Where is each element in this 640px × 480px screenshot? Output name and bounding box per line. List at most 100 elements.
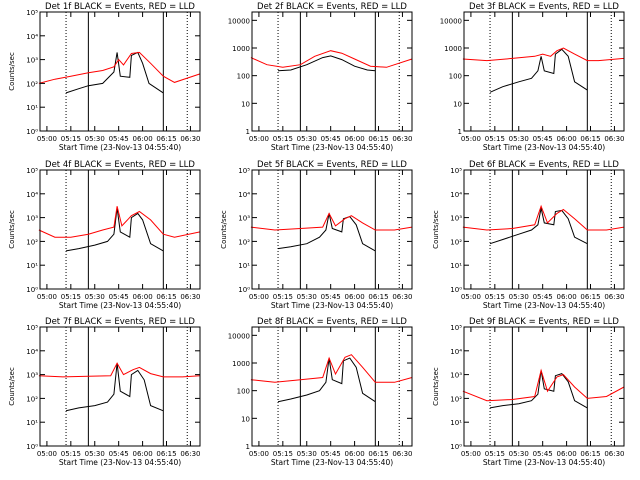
y-tick-label: 10⁰ [450,443,462,451]
chart-title: Det 2f BLACK = Events, RED = LLD [257,2,407,12]
y-tick-label: 10² [26,80,38,88]
series-lld-line [462,204,625,231]
x-tick-label: 05:45 [533,135,553,143]
chart-title: Det 7f BLACK = Events, RED = LLD [45,317,195,327]
plot-frame [39,169,201,290]
x-tick-label: 06:15 [368,135,388,143]
y-tick-label: 10³ [238,215,250,223]
y-tick-label: 10⁰ [238,286,250,294]
x-tick-label: 06:00 [132,135,152,143]
plot-frame [39,11,201,132]
y-tick-label: 10² [238,238,250,246]
x-tick-label: 06:30 [604,293,624,301]
x-tick-label: 06:00 [344,293,364,301]
y-tick-label: 10² [450,395,462,403]
x-tick-label: 06:30 [180,293,200,301]
y-tick-label: 10² [450,238,462,246]
x-tick-label: 05:15 [61,450,81,458]
x-tick-label: 06:15 [368,293,388,301]
x-tick-label: 05:15 [273,293,293,301]
y-tick-label: 10¹ [26,262,38,270]
y-tick-label: 10¹ [26,104,38,112]
x-tick-label: 05:30 [297,135,317,143]
chart-title: Det 1f BLACK = Events, RED = LLD [45,2,195,12]
y-tick-label: 10⁰ [450,286,462,294]
y-tick-label: 10⁴ [26,33,38,41]
y-axis-label: Counts/sec [432,210,440,249]
x-axis-label: Start Time (23-Nov-13 04:55:40) [271,301,393,310]
plot-frame [251,326,413,447]
x-tick-label: 06:00 [344,450,364,458]
x-tick-label: 05:30 [509,135,529,143]
x-tick-label: 05:45 [109,135,129,143]
x-tick-label: 05:15 [485,450,505,458]
x-tick-label: 06:30 [180,450,200,458]
chart-title: Det 9f BLACK = Events, RED = LLD [469,317,619,327]
x-tick-label: 06:30 [392,135,412,143]
x-tick-label: 05:30 [509,450,529,458]
series-lld-line [38,51,201,84]
x-tick-label: 06:00 [556,450,576,458]
series-lld-line [462,368,625,402]
series-events-line [65,363,164,412]
x-axis-label: Start Time (23-Nov-13 04:55:40) [59,143,181,152]
y-tick-label: 10⁴ [26,348,38,356]
x-tick-label: 05:00 [37,450,57,458]
x-tick-label: 05:45 [321,293,341,301]
x-tick-label: 06:15 [156,450,176,458]
y-tick-label: 10000 [440,17,462,25]
y-tick-label: 10 [241,100,250,108]
y-tick-label: 10⁰ [26,286,38,294]
x-tick-label: 05:45 [109,450,129,458]
x-tick-label: 05:45 [533,293,553,301]
x-axis-label: Start Time (23-Nov-13 04:55:40) [59,458,181,467]
x-axis-label: Start Time (23-Nov-13 04:55:40) [483,458,605,467]
y-tick-label: 10⁵ [450,324,462,332]
y-tick-label: 10⁵ [450,167,462,175]
series-events-line [65,208,164,252]
chart-title: Det 5f BLACK = Events, RED = LLD [257,160,407,170]
x-tick-label: 06:00 [344,135,364,143]
y-tick-label: 10³ [450,215,462,223]
x-tick-label: 06:00 [132,293,152,301]
chart-title: Det 4f BLACK = Events, RED = LLD [45,160,195,170]
y-tick-label: 10² [26,395,38,403]
x-tick-label: 05:15 [485,135,505,143]
x-tick-label: 05:00 [461,293,481,301]
y-tick-label: 10⁴ [450,348,462,356]
chart-panel: Det 4f BLACK = Events, RED = LLD 10⁰ 10¹ 10… [8,160,201,310]
series-lld-line [38,206,201,238]
plot-frame [463,326,625,447]
series-lld-line [250,354,413,383]
y-tick-label: 100 [449,73,462,81]
x-tick-label: 05:30 [509,293,529,301]
chart-panel: Det 7f BLACK = Events, RED = LLD 10⁰ 10¹ 10… [8,317,201,467]
series-events-line [277,55,376,72]
chart-panel: Det 8f BLACK = Events, RED = LLD 1 10 100 10… [228,317,413,467]
y-tick-label: 10⁵ [238,167,250,175]
chart-panel: Det 1f BLACK = Events, RED = LLD 10⁰ 10¹ 10… [8,2,201,152]
y-tick-label: 10³ [26,372,38,380]
y-tick-label: 10⁵ [26,9,38,17]
x-tick-label: 06:15 [580,135,600,143]
y-tick-label: 10⁵ [26,324,38,332]
series-lld-line [38,362,201,378]
x-axis-label: Start Time (23-Nov-13 04:55:40) [59,301,181,310]
series-lld-line [462,47,625,62]
series-lld-line [250,212,413,231]
y-axis-label: Counts/sec [220,210,228,249]
chart-title: Det 6f BLACK = Events, RED = LLD [469,160,619,170]
x-tick-label: 05:45 [109,293,129,301]
series-events-line [65,51,164,94]
x-axis-label: Start Time (23-Nov-13 04:55:40) [483,143,605,152]
y-tick-label: 10000 [228,17,250,25]
plot-frame [251,11,413,132]
x-tick-label: 05:45 [321,450,341,458]
plot-frame [39,326,201,447]
y-tick-label: 10¹ [450,419,462,427]
x-tick-label: 06:30 [604,450,624,458]
x-axis-label: Start Time (23-Nov-13 04:55:40) [271,458,393,467]
x-tick-label: 05:15 [61,293,81,301]
chart-panel: Det 2f BLACK = Events, RED = LLD 1 10 100 10… [228,2,413,152]
